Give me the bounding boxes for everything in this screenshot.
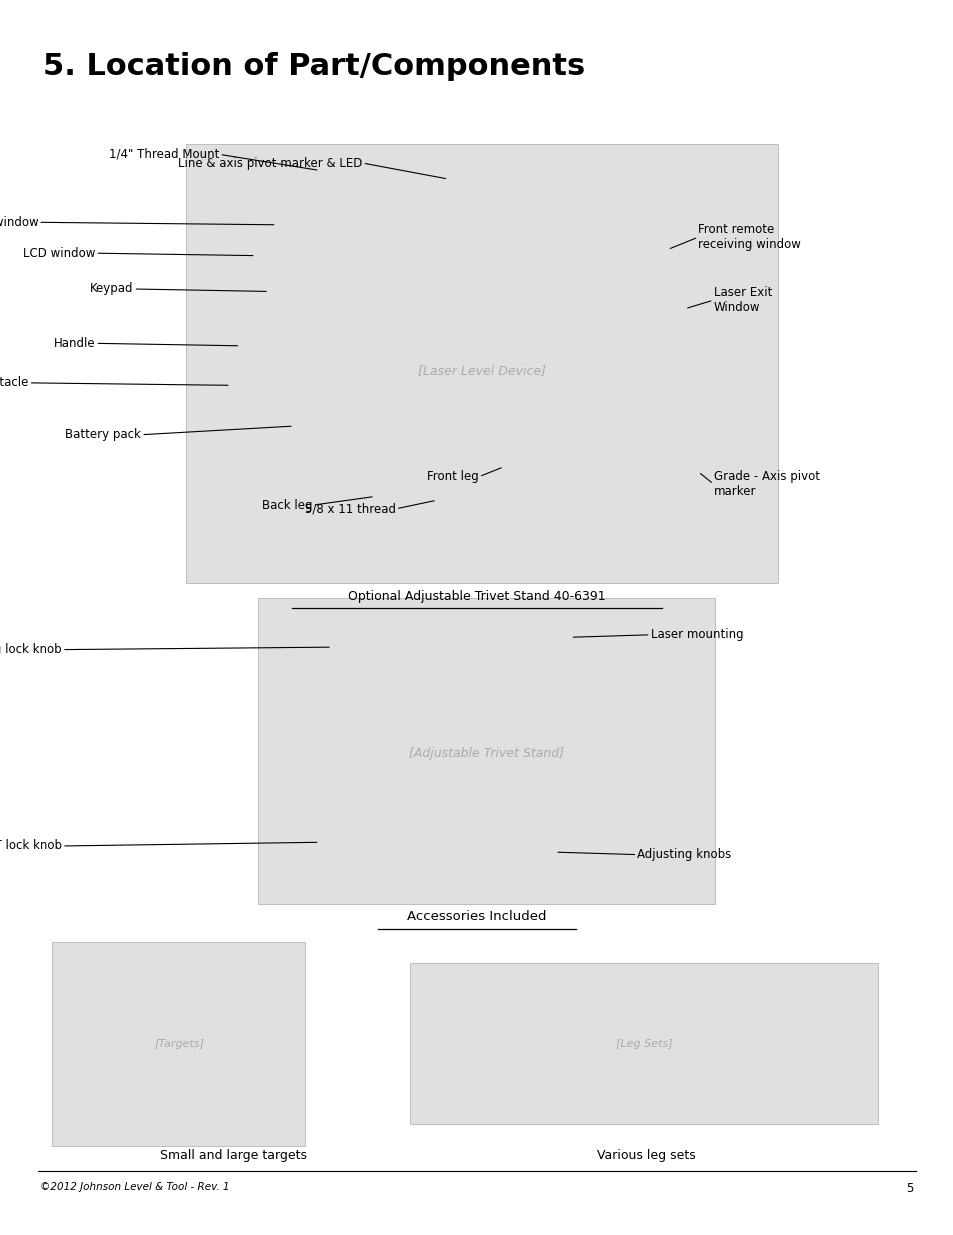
Text: Grade - Axis pivot
marker: Grade - Axis pivot marker bbox=[713, 471, 819, 498]
Text: [Leg Sets]: [Leg Sets] bbox=[615, 1039, 672, 1049]
Text: Back leg: Back leg bbox=[262, 499, 313, 511]
Text: Back remote receiving window: Back remote receiving window bbox=[0, 216, 38, 228]
Text: ©2012 Johnson Level & Tool - Rev. 1: ©2012 Johnson Level & Tool - Rev. 1 bbox=[40, 1182, 230, 1192]
Text: [Targets]: [Targets] bbox=[154, 1039, 204, 1049]
Text: Various leg sets: Various leg sets bbox=[597, 1149, 696, 1162]
Text: LCD window: LCD window bbox=[23, 247, 95, 259]
Text: Accessories Included: Accessories Included bbox=[407, 910, 546, 924]
Text: Laser mounting: Laser mounting bbox=[650, 629, 742, 641]
Text: Optional Adjustable Trivet Stand 40-6391: Optional Adjustable Trivet Stand 40-6391 bbox=[348, 590, 605, 604]
Text: 5. Location of Part/Components: 5. Location of Part/Components bbox=[43, 52, 584, 80]
Bar bbox=[52, 942, 305, 1146]
Text: 5: 5 bbox=[905, 1182, 913, 1195]
Text: Keypad: Keypad bbox=[90, 283, 133, 295]
Text: External power receptacle: External power receptacle bbox=[0, 377, 29, 389]
Bar bbox=[410, 963, 877, 1124]
Bar bbox=[257, 598, 715, 904]
Text: Front leg: Front leg bbox=[427, 471, 478, 483]
Text: Small and large targets: Small and large targets bbox=[160, 1149, 307, 1162]
Text: Line & axis pivot marker & LED: Line & axis pivot marker & LED bbox=[178, 157, 362, 169]
Text: 5/8 x 11 thread: 5/8 x 11 thread bbox=[305, 503, 395, 515]
Text: [Adjustable Trivet Stand]: [Adjustable Trivet Stand] bbox=[409, 747, 563, 760]
Text: Adjusting knobs: Adjusting knobs bbox=[637, 848, 731, 861]
Text: [Laser Level Device]: [Laser Level Device] bbox=[417, 364, 545, 377]
Text: TILT lock knob: TILT lock knob bbox=[0, 840, 62, 852]
Text: Front remote
receiving window: Front remote receiving window bbox=[698, 224, 801, 251]
Text: Handle: Handle bbox=[53, 337, 95, 350]
Text: Battery pack: Battery pack bbox=[65, 429, 141, 441]
Bar bbox=[186, 144, 777, 583]
Text: 1/4" Thread Mount: 1/4" Thread Mount bbox=[109, 148, 219, 161]
Text: Elevating lock knob: Elevating lock knob bbox=[0, 643, 62, 656]
Text: Laser Exit
Window: Laser Exit Window bbox=[713, 287, 771, 314]
